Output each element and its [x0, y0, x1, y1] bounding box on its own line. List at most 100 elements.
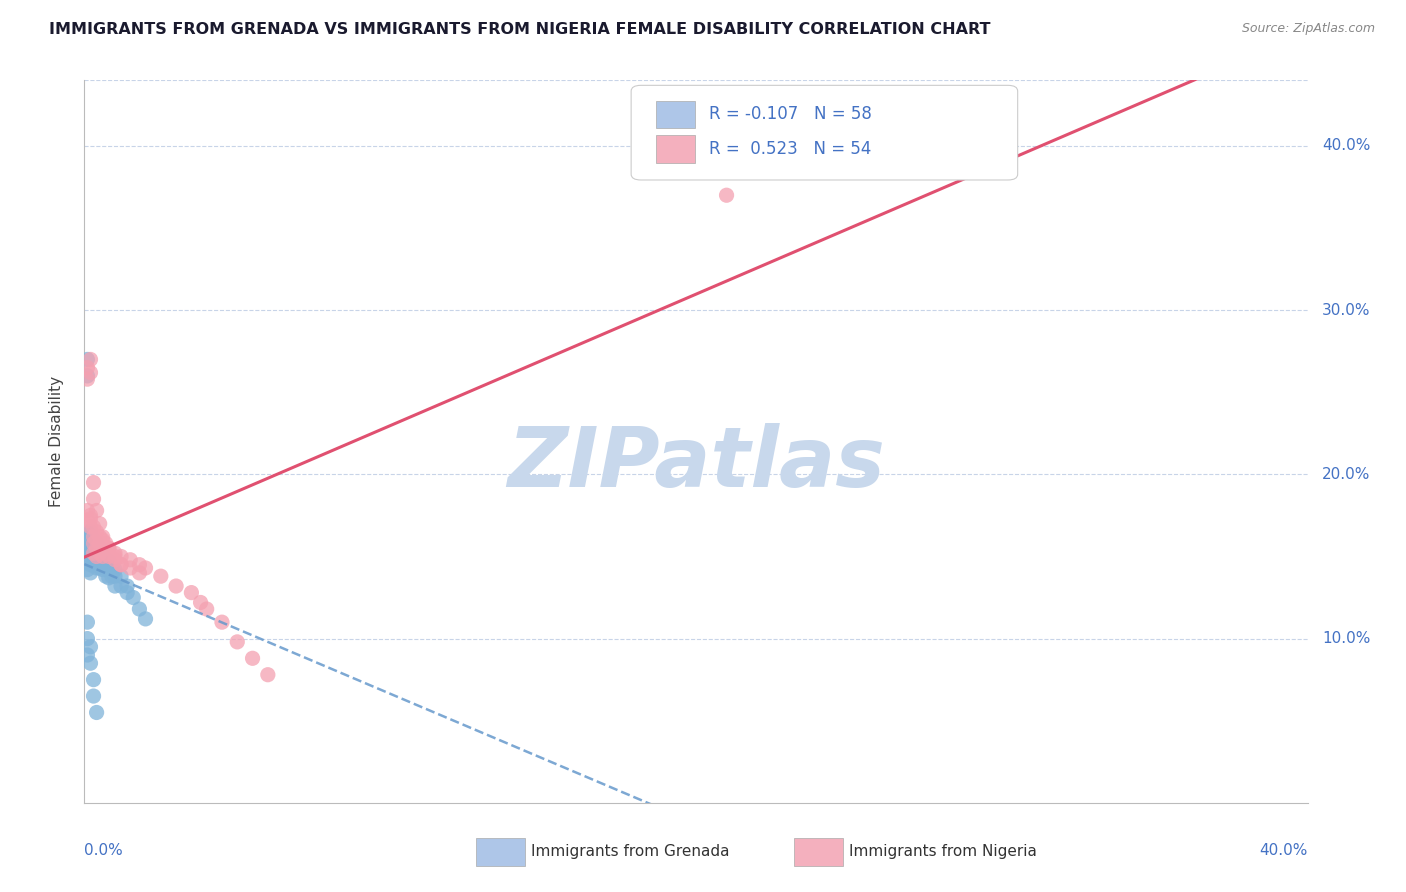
Point: [83, 558, 105, 572]
Point: [120, 561, 142, 575]
Point: [226, 635, 249, 649]
Point: [128, 558, 150, 572]
Point: [76, 533, 98, 547]
Text: IMMIGRANTS FROM GRENADA VS IMMIGRANTS FROM NIGERIA FEMALE DISABILITY CORRELATION: IMMIGRANTS FROM GRENADA VS IMMIGRANTS FR…: [49, 22, 991, 37]
Point: [89, 546, 111, 560]
Point: [91, 554, 114, 568]
Point: [79, 558, 101, 572]
Point: [110, 549, 132, 564]
Point: [104, 553, 127, 567]
Point: [79, 524, 101, 539]
Point: [86, 561, 108, 575]
Point: [79, 520, 101, 534]
Text: 40.0%: 40.0%: [1260, 843, 1308, 857]
Point: [104, 549, 127, 564]
Point: [76, 541, 98, 556]
Point: [76, 503, 98, 517]
Point: [97, 541, 120, 556]
Text: 0.0%: 0.0%: [84, 843, 124, 857]
Point: [128, 602, 150, 616]
Point: [149, 569, 172, 583]
Point: [83, 536, 105, 550]
Point: [190, 595, 212, 609]
Point: [76, 553, 98, 567]
Point: [94, 553, 117, 567]
Point: [180, 585, 202, 599]
Text: 10.0%: 10.0%: [1322, 632, 1371, 646]
Point: [76, 648, 98, 662]
Point: [83, 520, 105, 534]
Point: [86, 546, 108, 560]
Point: [120, 553, 142, 567]
Point: [79, 657, 101, 671]
Point: [86, 549, 108, 564]
Point: [79, 546, 101, 560]
Point: [110, 579, 132, 593]
Point: [79, 553, 101, 567]
Point: [89, 546, 111, 560]
Point: [135, 612, 157, 626]
FancyBboxPatch shape: [794, 838, 842, 865]
Point: [83, 546, 105, 560]
Point: [211, 615, 233, 630]
Point: [86, 541, 108, 556]
Point: [101, 569, 124, 583]
Point: [86, 706, 108, 720]
Point: [79, 366, 101, 380]
Point: [195, 602, 218, 616]
Point: [76, 524, 98, 539]
Point: [83, 541, 105, 556]
Point: [79, 541, 101, 556]
Point: [91, 541, 114, 556]
Text: Immigrants from Nigeria: Immigrants from Nigeria: [849, 845, 1036, 859]
Point: [91, 533, 114, 547]
Point: [89, 536, 111, 550]
Point: [83, 475, 105, 490]
Point: [76, 615, 98, 630]
Point: [86, 533, 108, 547]
Point: [83, 491, 105, 506]
Point: [83, 673, 105, 687]
Point: [83, 530, 105, 544]
Point: [104, 579, 127, 593]
Text: 40.0%: 40.0%: [1322, 138, 1371, 153]
FancyBboxPatch shape: [655, 136, 695, 162]
Point: [89, 553, 111, 567]
Point: [110, 558, 132, 572]
Point: [76, 563, 98, 577]
Point: [91, 530, 114, 544]
Point: [76, 360, 98, 375]
FancyBboxPatch shape: [631, 86, 1018, 180]
Point: [94, 561, 117, 575]
Point: [135, 561, 157, 575]
Point: [89, 561, 111, 575]
Point: [86, 541, 108, 556]
Point: [97, 563, 120, 577]
Point: [110, 558, 132, 572]
Text: Immigrants from Grenada: Immigrants from Grenada: [531, 845, 730, 859]
Point: [716, 188, 738, 202]
Point: [97, 571, 120, 585]
Point: [115, 585, 138, 599]
FancyBboxPatch shape: [655, 101, 695, 128]
Point: [83, 533, 105, 547]
Point: [110, 569, 132, 583]
Text: Source: ZipAtlas.com: Source: ZipAtlas.com: [1241, 22, 1375, 36]
Point: [89, 530, 111, 544]
Point: [91, 549, 114, 564]
Point: [83, 689, 105, 703]
Point: [89, 516, 111, 531]
Point: [79, 566, 101, 580]
Point: [76, 632, 98, 646]
Text: R =  0.523   N = 54: R = 0.523 N = 54: [710, 140, 872, 158]
Point: [257, 667, 280, 681]
Point: [128, 566, 150, 580]
Point: [104, 546, 127, 560]
Point: [79, 508, 101, 523]
Point: [165, 579, 187, 593]
Point: [94, 546, 117, 560]
Point: [86, 536, 108, 550]
Point: [76, 368, 98, 383]
Point: [76, 513, 98, 527]
Point: [79, 533, 101, 547]
